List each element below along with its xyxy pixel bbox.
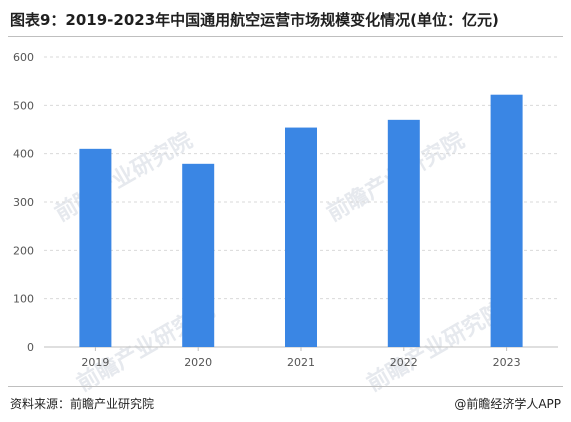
bar xyxy=(182,163,215,347)
bar xyxy=(285,127,317,347)
source-note: 资料来源：前瞻产业研究院 xyxy=(10,397,155,411)
x-tick-label: 2022 xyxy=(390,356,418,369)
y-tick-label: 600 xyxy=(13,51,34,64)
x-tick-label: 2019 xyxy=(81,356,109,369)
x-tick-label: 2020 xyxy=(184,356,212,369)
brand-label: @前瞻经济学人APP xyxy=(454,397,561,411)
y-tick-label: 100 xyxy=(13,293,34,306)
y-tick-label: 0 xyxy=(27,341,34,354)
x-tick-label: 2021 xyxy=(287,356,315,369)
bar xyxy=(79,148,112,347)
title-divider xyxy=(8,36,563,37)
bar xyxy=(387,119,420,347)
y-tick-label: 400 xyxy=(13,148,34,161)
y-tick-label: 200 xyxy=(13,244,34,257)
y-tick-label: 300 xyxy=(13,196,34,209)
chart-title: 图表9：2019-2023年中国通用航空运营市场规模变化情况(单位：亿元) xyxy=(10,11,499,29)
footer-divider xyxy=(8,386,563,387)
bar xyxy=(490,94,523,347)
y-tick-label: 500 xyxy=(13,99,34,112)
x-tick-label: 2023 xyxy=(493,356,521,369)
